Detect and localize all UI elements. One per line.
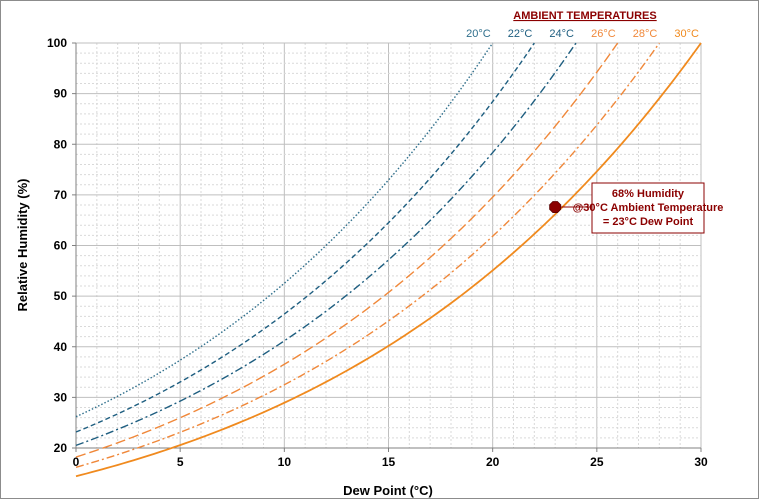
y-tick-label: 60 — [54, 239, 68, 253]
axes: 0 5 10 15 20 25 30 20 30 40 50 60 70 80 90 100 — [47, 36, 708, 469]
series-labels: 20°C 22°C 24°C 26°C 28°C 30°C — [466, 28, 699, 40]
series-label-20c: 20°C — [466, 28, 491, 40]
y-tick-label: 30 — [54, 390, 68, 404]
series-line-20c — [75, 42, 494, 418]
series-line-30c — [75, 42, 702, 478]
gridlines — [75, 42, 702, 449]
series-line-28c — [75, 42, 660, 468]
series-label-22c: 22°C — [508, 28, 533, 40]
y-tick-label: 20 — [54, 441, 68, 455]
legend-title: AMBIENT TEMPERATURES — [513, 10, 656, 22]
annotation-box — [591, 182, 705, 234]
y-tick-label: 80 — [54, 137, 68, 151]
y-tick-label: 90 — [54, 87, 68, 101]
annotation-text-line: 68% Humidity — [612, 188, 685, 200]
y-axis-title: Relative Humidity (%) — [15, 179, 30, 312]
x-tick-label: 15 — [382, 455, 396, 469]
series-label-30c: 30°C — [674, 28, 699, 40]
x-tick-label: 30 — [694, 455, 708, 469]
series-line-26c — [75, 42, 619, 458]
annotation-text-line: @30°C Ambient Temperature — [573, 202, 724, 214]
y-tick-label: 70 — [54, 188, 68, 202]
x-tick-label: 0 — [73, 455, 80, 469]
series-lines — [75, 42, 702, 478]
x-tick-label: 25 — [590, 455, 604, 469]
y-tick-label: 40 — [54, 340, 68, 354]
y-tick-label: 50 — [54, 289, 68, 303]
series-label-28c: 28°C — [633, 28, 658, 40]
annotation-marker — [549, 201, 562, 213]
series-line-24c — [75, 42, 577, 447]
series-line-22c — [75, 42, 535, 433]
series-label-24c: 24°C — [549, 28, 574, 40]
x-tick-label: 10 — [278, 455, 292, 469]
y-tick-label: 100 — [47, 36, 67, 50]
x-tick-label: 20 — [486, 455, 500, 469]
x-tick-label: 5 — [177, 455, 184, 469]
x-axis-title: Dew Point (°C) — [343, 483, 433, 498]
annotation: 68% Humidity @30°C Ambient Temperature = 2… — [549, 182, 724, 234]
series-label-26c: 26°C — [591, 28, 616, 40]
annotation-text-line: = 23°C Dew Point — [603, 216, 694, 228]
